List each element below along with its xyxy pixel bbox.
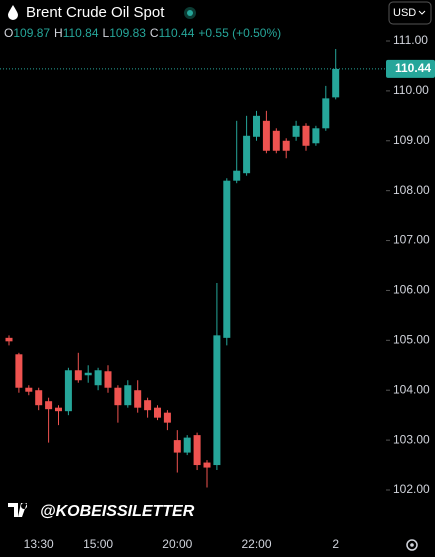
- candle-body: [292, 125, 300, 137]
- candle-body: [5, 337, 13, 342]
- y-tick-label: 111.00: [393, 33, 428, 47]
- y-tick-label: 109.00: [393, 133, 430, 147]
- x-tick-label: 2: [332, 537, 339, 551]
- candle-body: [302, 125, 310, 146]
- candle-body: [312, 128, 320, 144]
- y-tick-label: 102.00: [393, 482, 430, 496]
- y-tick-label: 106.00: [393, 283, 430, 297]
- y-tick-label: 103.00: [393, 432, 430, 446]
- y-tick-label: 108.00: [393, 183, 430, 197]
- ohlc-key: H: [54, 26, 63, 40]
- candle-body: [45, 401, 53, 410]
- candle-body: [55, 407, 62, 412]
- currency-button[interactable]: [388, 1, 432, 25]
- candle-body: [262, 120, 270, 151]
- candle-body: [253, 115, 260, 137]
- ohlc-value: 110.44: [159, 26, 195, 40]
- y-tick-label: 105.00: [393, 333, 430, 347]
- last-price-box: [386, 59, 435, 78]
- last-price-label: 110.44: [395, 61, 431, 75]
- y-tick-label: 107.00: [393, 233, 430, 247]
- ohlc-value: 109.83: [109, 26, 146, 40]
- candle-body: [213, 335, 221, 466]
- x-tick-label: 15:00: [83, 537, 113, 551]
- currency-label[interactable]: USD: [393, 7, 416, 19]
- candle-body: [272, 130, 280, 151]
- chevron: [418, 10, 426, 15]
- candle-body: [223, 180, 231, 338]
- candle-body: [64, 370, 72, 412]
- candle-body: [154, 407, 161, 418]
- x-tick-label: 22:00: [241, 537, 271, 551]
- settings-icon[interactable]: [406, 539, 418, 551]
- settings-icon-center: [410, 543, 414, 547]
- candle-body: [144, 400, 152, 411]
- candle-body: [163, 412, 171, 423]
- candle-body: [203, 462, 211, 468]
- candle-body: [183, 437, 191, 453]
- candle-body: [25, 387, 33, 392]
- change: +0.55 (+0.50%): [198, 26, 281, 40]
- ohlc-legend: O109.87 H110.84 L109.83 C110.44 +0.55 (+0.50…: [4, 26, 281, 40]
- candle-body: [104, 371, 112, 388]
- candle-body: [84, 372, 92, 376]
- candle-body: [243, 135, 251, 174]
- ohlc-key: O: [4, 26, 13, 40]
- y-tick-label: 104.00: [393, 382, 430, 396]
- drop-icon: [8, 5, 18, 20]
- x-tick-label: 13:30: [24, 537, 54, 551]
- candle-body: [15, 354, 23, 388]
- candle-body: [74, 370, 82, 381]
- candle-body: [35, 390, 43, 406]
- candle-body: [193, 435, 201, 466]
- ohlc-key: C: [150, 26, 159, 40]
- watermark: @KOBEISSILETTER: [40, 503, 195, 520]
- ohlc-value: 109.87: [13, 26, 50, 40]
- candle-body: [124, 385, 132, 406]
- status-dot: [187, 10, 193, 16]
- y-tick-label: 110.00: [393, 83, 429, 97]
- candle-body: [332, 68, 340, 98]
- candle-body: [322, 98, 330, 129]
- chart-title: Brent Crude Oil Spot: [26, 4, 165, 21]
- candle-body: [114, 387, 122, 406]
- candle-body: [134, 390, 142, 408]
- candle-body: [94, 370, 102, 386]
- ohlc-key: L: [103, 26, 110, 40]
- tv-logo: [8, 503, 28, 517]
- x-tick-label: 20:00: [162, 537, 192, 551]
- candle-body: [173, 440, 181, 453]
- candle-body: [233, 170, 241, 181]
- candle-body: [282, 140, 290, 151]
- ohlc-value: 110.84: [63, 26, 99, 40]
